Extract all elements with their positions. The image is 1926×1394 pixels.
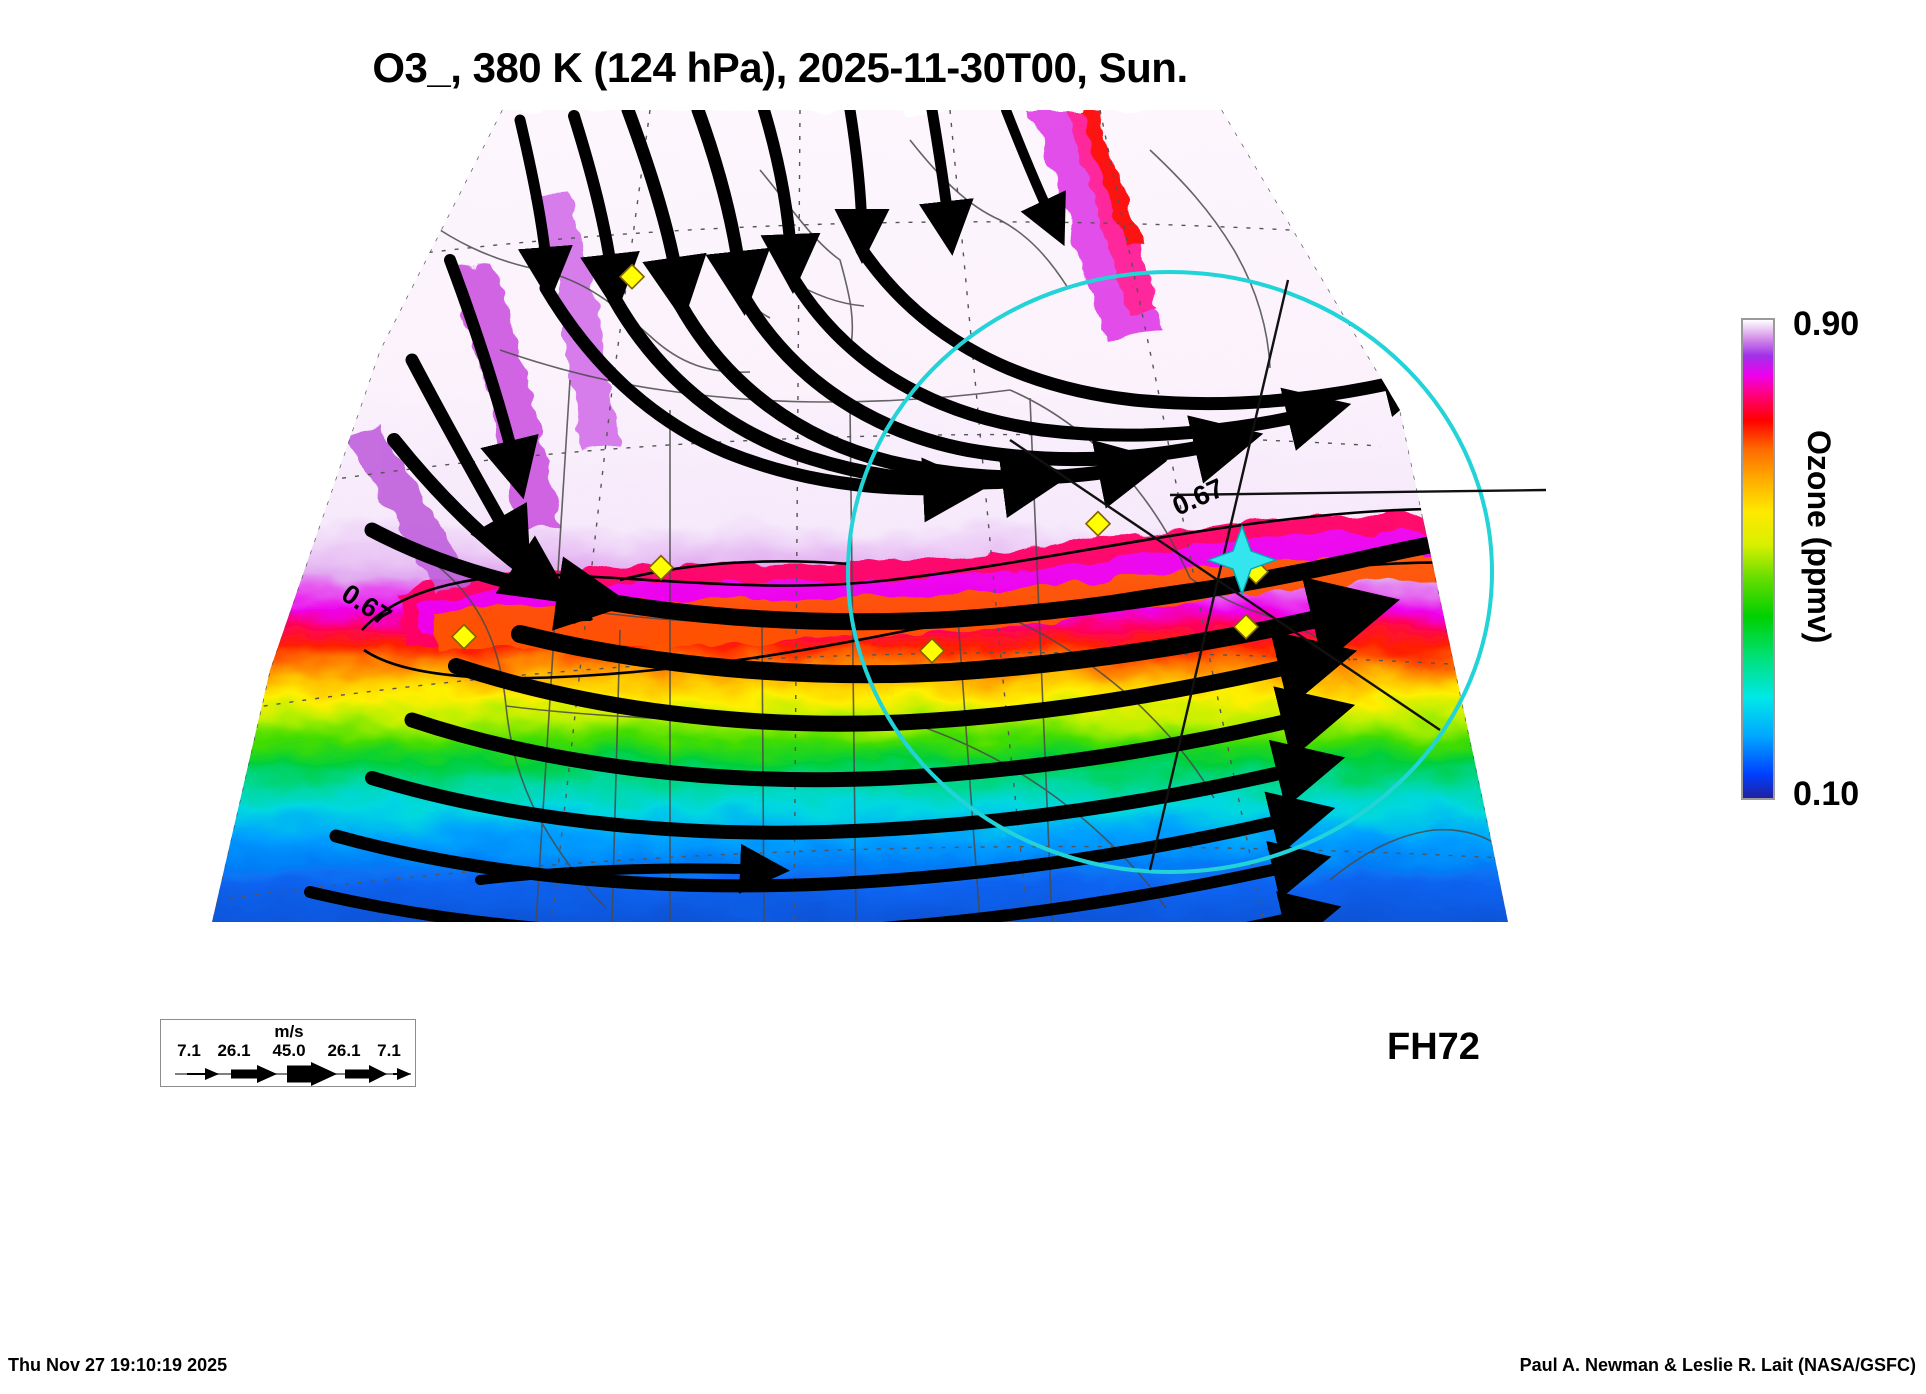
wind-unit-label: m/s bbox=[274, 1022, 304, 1041]
station-markers[interactable] bbox=[450, 263, 1279, 664]
author-credit: Paul A. Newman & Leslie R. Lait (NASA/GS… bbox=[1519, 1355, 1916, 1375]
range-ring bbox=[846, 270, 1494, 874]
forecast-hour-label: FH72 bbox=[1387, 1026, 1480, 1068]
wind-value-3: 45.0 bbox=[272, 1041, 306, 1060]
flight-tracks bbox=[1009, 279, 1547, 871]
wind-value-1: 7.1 bbox=[177, 1041, 201, 1060]
marker-diamond[interactable] bbox=[450, 623, 478, 650]
wind-value-2: 26.1 bbox=[217, 1041, 251, 1060]
colorbar bbox=[1741, 318, 1775, 800]
generation-timestamp: Thu Nov 27 19:10:19 2025 bbox=[8, 1355, 228, 1375]
marker-diamond[interactable] bbox=[1084, 510, 1112, 537]
page-title: O3_, 380 K (124 hPa), 2025-11-30T00, Sun… bbox=[372, 44, 1188, 91]
colorbar-gradient bbox=[1743, 320, 1773, 798]
marker-diamond[interactable] bbox=[918, 637, 946, 664]
colorbar-max-label: 0.90 bbox=[1793, 305, 1860, 343]
wind-value-5: 7.1 bbox=[377, 1041, 401, 1060]
ozone-map[interactable] bbox=[150, 110, 1570, 1010]
wind-speed-legend: m/s 7.1 26.1 45.0 26.1 7.1 bbox=[160, 1019, 416, 1087]
wind-value-4: 26.1 bbox=[327, 1041, 361, 1060]
marker-diamond[interactable] bbox=[618, 263, 646, 290]
map-panel[interactable] bbox=[150, 110, 1570, 1010]
wind-streamlines bbox=[264, 110, 1508, 922]
wind-arrow-scale bbox=[175, 1062, 411, 1086]
marker-star[interactable] bbox=[1205, 523, 1279, 597]
marker-diamond[interactable] bbox=[647, 554, 675, 581]
marker-diamond[interactable] bbox=[1232, 613, 1260, 640]
colorbar-axis-label: Ozone (ppmv) bbox=[1801, 430, 1837, 644]
colorbar-min-label: 0.10 bbox=[1793, 775, 1860, 813]
